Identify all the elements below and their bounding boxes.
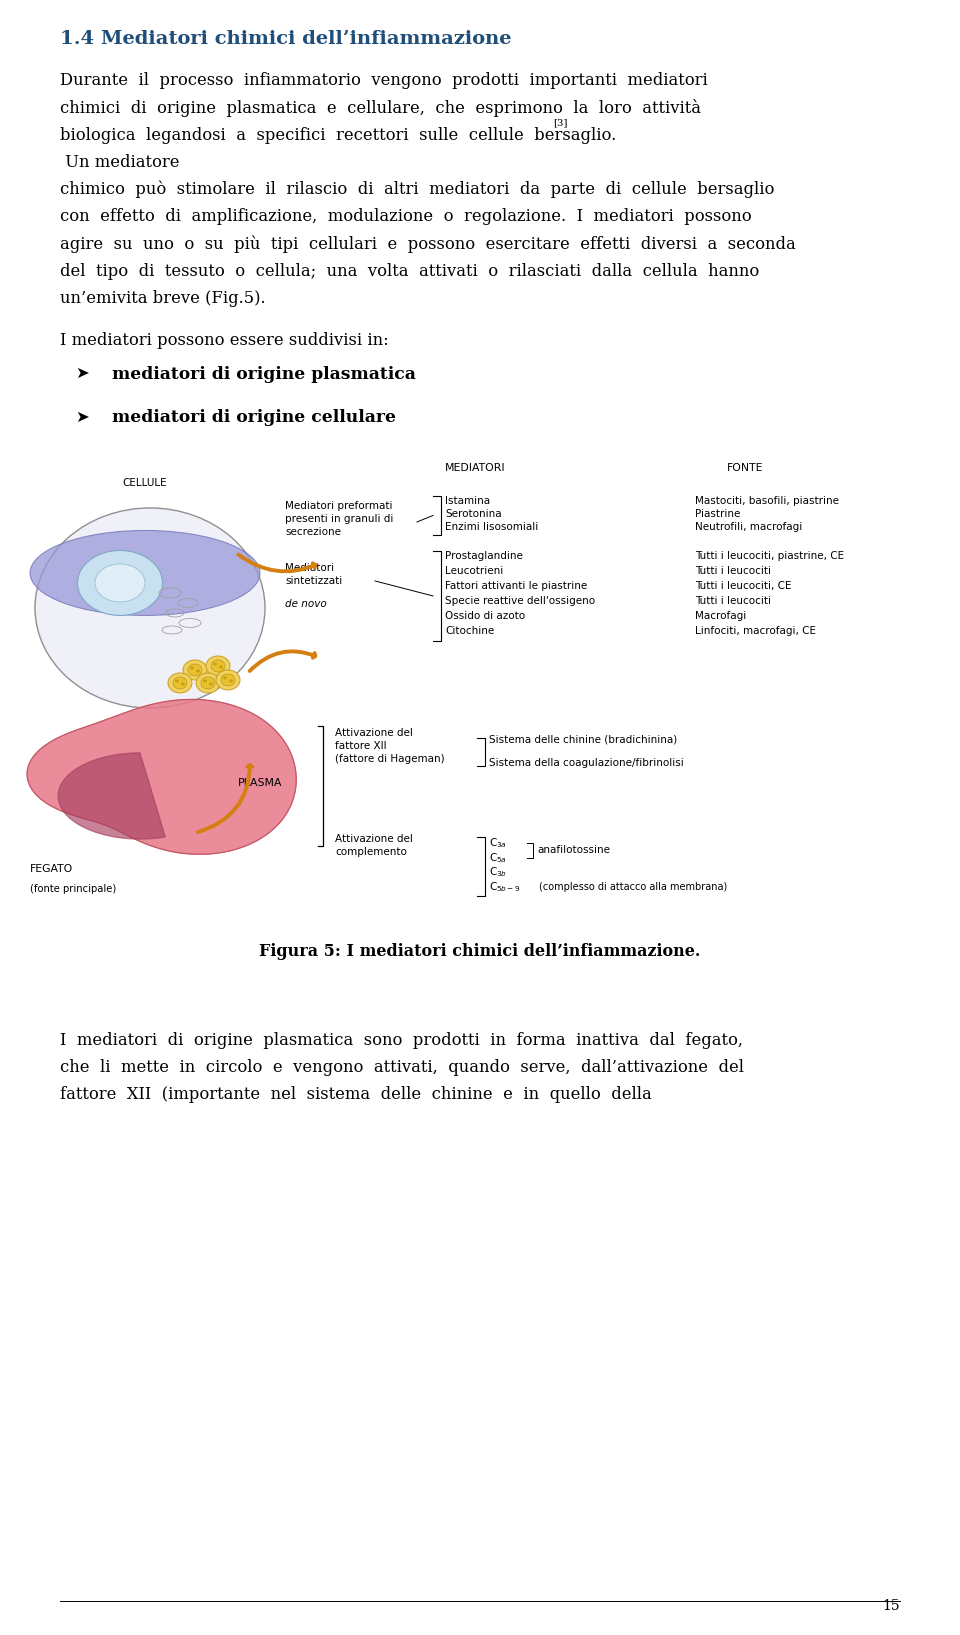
Text: un’emivita breve (Fig.5).: un’emivita breve (Fig.5). <box>60 289 266 307</box>
Text: Specie reattive dell'ossigeno: Specie reattive dell'ossigeno <box>445 597 595 607</box>
Text: I mediatori possono essere suddivisi in:: I mediatori possono essere suddivisi in: <box>60 332 389 348</box>
Text: I  mediatori  di  origine  plasmatica  sono  prodotti  in  forma  inattiva  dal : I mediatori di origine plasmatica sono p… <box>60 1032 743 1048</box>
Text: ➤: ➤ <box>75 409 88 425</box>
Ellipse shape <box>201 677 215 688</box>
Ellipse shape <box>213 662 217 665</box>
Text: C$_{5b-9}$: C$_{5b-9}$ <box>489 880 520 894</box>
Text: 15: 15 <box>882 1599 900 1614</box>
Ellipse shape <box>229 680 233 682</box>
Text: Serotonina: Serotonina <box>445 508 502 518</box>
Ellipse shape <box>190 667 194 669</box>
Text: Tutti i leucociti, CE: Tutti i leucociti, CE <box>695 580 791 592</box>
Ellipse shape <box>216 670 240 690</box>
Text: MEDIATORI: MEDIATORI <box>444 463 505 473</box>
Text: Prostaglandine: Prostaglandine <box>445 551 523 561</box>
Text: biologica  legandosi  a  specifici  recettori  sulle  cellule  bersaglio.: biologica legandosi a specifici recettor… <box>60 126 616 144</box>
Text: agire  su  uno  o  su  più  tipi  cellulari  e  possono  esercitare  effetti  di: agire su uno o su più tipi cellulari e p… <box>60 235 796 253</box>
Text: anafilotossine: anafilotossine <box>537 845 610 855</box>
Text: FEGATO: FEGATO <box>30 863 73 875</box>
Text: Leucotrieni: Leucotrieni <box>445 566 503 576</box>
Ellipse shape <box>211 661 225 672</box>
Text: chimico  può  stimolare  il  rilascio  di  altri  mediatori  da  parte  di  cell: chimico può stimolare il rilascio di alt… <box>60 181 775 198</box>
Text: Tutti i leucociti, piastrine, CE: Tutti i leucociti, piastrine, CE <box>695 551 844 561</box>
Ellipse shape <box>223 677 227 680</box>
Text: [3]: [3] <box>553 119 567 128</box>
Ellipse shape <box>175 680 179 682</box>
Ellipse shape <box>181 682 185 685</box>
Ellipse shape <box>95 564 145 602</box>
Text: Enzimi lisosomiali: Enzimi lisosomiali <box>445 522 539 531</box>
Ellipse shape <box>183 661 207 680</box>
Text: C$_{3b}$: C$_{3b}$ <box>489 865 507 880</box>
Text: Un mediatore: Un mediatore <box>60 154 180 170</box>
Ellipse shape <box>35 508 265 708</box>
Ellipse shape <box>30 530 260 615</box>
Ellipse shape <box>78 551 162 615</box>
Text: CELLULE: CELLULE <box>123 477 167 487</box>
Text: Neutrofili, macrofagi: Neutrofili, macrofagi <box>695 522 803 531</box>
Polygon shape <box>59 752 165 839</box>
Text: Mediatori preformati
presenti in granuli di
secrezione: Mediatori preformati presenti in granuli… <box>285 500 394 536</box>
Text: Linfociti, macrofagi, CE: Linfociti, macrofagi, CE <box>695 626 816 636</box>
Text: mediatori di origine cellulare: mediatori di origine cellulare <box>112 409 396 427</box>
Ellipse shape <box>173 677 187 688</box>
Text: Piastrine: Piastrine <box>695 508 740 518</box>
Text: Fattori attivanti le piastrine: Fattori attivanti le piastrine <box>445 580 588 592</box>
Ellipse shape <box>221 674 235 687</box>
Text: del  tipo  di  tessuto  o  cellula;  una  volta  attivati  o  rilasciati  dalla : del tipo di tessuto o cellula; una volta… <box>60 263 759 280</box>
Text: Mediatori
sintetizzati: Mediatori sintetizzati <box>285 562 343 585</box>
Ellipse shape <box>188 664 202 675</box>
Text: chimici  di  origine  plasmatica  e  cellulare,  che  esprimono  la  loro  attiv: chimici di origine plasmatica e cellular… <box>60 100 701 118</box>
Text: ➤: ➤ <box>75 366 88 381</box>
Text: Istamina: Istamina <box>445 495 491 505</box>
Ellipse shape <box>168 674 192 693</box>
Polygon shape <box>27 700 297 855</box>
Text: Sistema delle chinine (bradichinina): Sistema delle chinine (bradichinina) <box>489 736 677 746</box>
Text: mediatori di origine plasmatica: mediatori di origine plasmatica <box>112 366 416 383</box>
Text: Tutti i leucociti: Tutti i leucociti <box>695 566 771 576</box>
Text: FONTE: FONTE <box>727 463 763 473</box>
Text: C$_{3a}$: C$_{3a}$ <box>489 835 507 850</box>
Text: Attivazione del
complemento: Attivazione del complemento <box>335 834 413 857</box>
Text: con  effetto  di  amplificazione,  modulazione  o  regolazione.  I  mediatori  p: con effetto di amplificazione, modulazio… <box>60 208 752 226</box>
Text: Figura 5: I mediatori chimici dell’infiammazione.: Figura 5: I mediatori chimici dell’infia… <box>259 943 701 960</box>
Text: (fonte principale): (fonte principale) <box>30 885 116 894</box>
Ellipse shape <box>209 682 213 685</box>
Text: Durante  il  processo  infiammatorio  vengono  prodotti  importanti  mediatori: Durante il processo infiammatorio vengon… <box>60 72 708 90</box>
Text: C$_{5a}$: C$_{5a}$ <box>489 850 507 865</box>
Text: fattore  XII  (importante  nel  sistema  delle  chinine  e  in  quello  della: fattore XII (importante nel sistema dell… <box>60 1086 652 1104</box>
Text: Attivazione del
fattore XII
(fattore di Hageman): Attivazione del fattore XII (fattore di … <box>335 728 444 764</box>
Text: Macrofagi: Macrofagi <box>695 611 746 621</box>
Ellipse shape <box>203 680 207 682</box>
Ellipse shape <box>219 665 223 669</box>
Text: (complesso di attacco alla membrana): (complesso di attacco alla membrana) <box>539 883 728 893</box>
Text: 1.4 Mediatori chimici dell’infiammazione: 1.4 Mediatori chimici dell’infiammazione <box>60 29 512 47</box>
Text: Tutti i leucociti: Tutti i leucociti <box>695 597 771 607</box>
Text: Citochine: Citochine <box>445 626 494 636</box>
Text: che  li  mette  in  circolo  e  vengono  attivati,  quando  serve,  dall’attivaz: che li mette in circolo e vengono attiva… <box>60 1059 744 1076</box>
Ellipse shape <box>196 669 200 672</box>
Ellipse shape <box>196 674 220 693</box>
Text: Sistema della coagulazione/fibrinolisi: Sistema della coagulazione/fibrinolisi <box>489 759 684 768</box>
Text: de novo: de novo <box>285 598 326 608</box>
Text: Ossido di azoto: Ossido di azoto <box>445 611 525 621</box>
Ellipse shape <box>206 656 230 675</box>
Text: PLASMA: PLASMA <box>238 778 282 788</box>
Text: Mastociti, basofili, piastrine: Mastociti, basofili, piastrine <box>695 495 839 505</box>
